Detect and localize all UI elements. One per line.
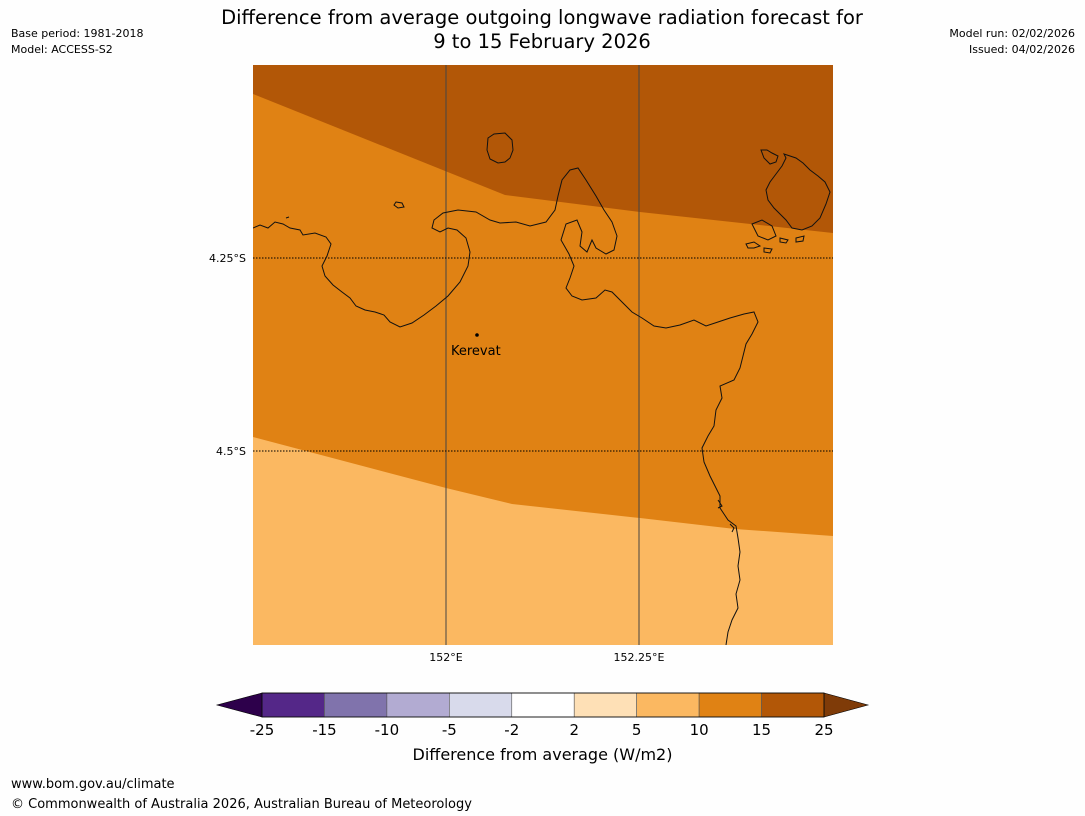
lon-label-152-25e: 152.25°E bbox=[614, 651, 665, 664]
footer-url: www.bom.gov.au/climate bbox=[11, 777, 175, 792]
place-label-kerevat: Kerevat bbox=[451, 344, 501, 359]
colorbar-tick-label: 25 bbox=[814, 721, 833, 739]
kerevat-marker bbox=[475, 333, 479, 337]
map-plot-area: Kerevat bbox=[253, 65, 833, 645]
issued-label: Issued: 04/02/2026 bbox=[968, 43, 1075, 56]
colorbar-tick-label: 2 bbox=[569, 721, 579, 739]
chart-title: Difference from average outgoing longwav… bbox=[142, 6, 942, 54]
title-line-1: Difference from average outgoing longwav… bbox=[221, 6, 863, 29]
colorbar-title: Difference from average (W/m2) bbox=[412, 745, 673, 764]
model-label: Model: ACCESS-S2 bbox=[11, 43, 113, 56]
title-line-2: 9 to 15 February 2026 bbox=[433, 30, 651, 53]
colorbar-tick-label: -5 bbox=[442, 721, 457, 739]
colorbar-tick-label: -15 bbox=[312, 721, 337, 739]
model-run-label: Model run: 02/02/2026 bbox=[949, 27, 1075, 40]
colorbar-tick-label: -10 bbox=[375, 721, 400, 739]
colorbar-tick-label: -2 bbox=[504, 721, 519, 739]
lon-label-152e: 152°E bbox=[429, 651, 462, 664]
band-15-25 bbox=[253, 65, 833, 233]
colorbar-tick-label: 10 bbox=[690, 721, 709, 739]
lat-label-4-5s: 4.5°S bbox=[216, 445, 246, 458]
coastline bbox=[253, 132, 831, 645]
meta-right: Model run: 02/02/2026 Issued: 04/02/2026 bbox=[949, 26, 1075, 58]
footer-copyright: © Commonwealth of Australia 2026, Austra… bbox=[11, 797, 472, 812]
lat-label-4-25s: 4.25°S bbox=[209, 252, 246, 265]
colorbar-tick-label: 5 bbox=[632, 721, 642, 739]
meta-left: Base period: 1981-2018 Model: ACCESS-S2 bbox=[11, 26, 143, 58]
base-period-label: Base period: 1981-2018 bbox=[11, 27, 144, 40]
colorbar-tick-label: 15 bbox=[752, 721, 771, 739]
map: Kerevat 4.25°S 4.5°S 152°E 152.25°E bbox=[209, 65, 833, 664]
colorbar-tick-label: -25 bbox=[250, 721, 275, 739]
footer: www.bom.gov.au/climate © Commonwealth of… bbox=[11, 775, 472, 815]
